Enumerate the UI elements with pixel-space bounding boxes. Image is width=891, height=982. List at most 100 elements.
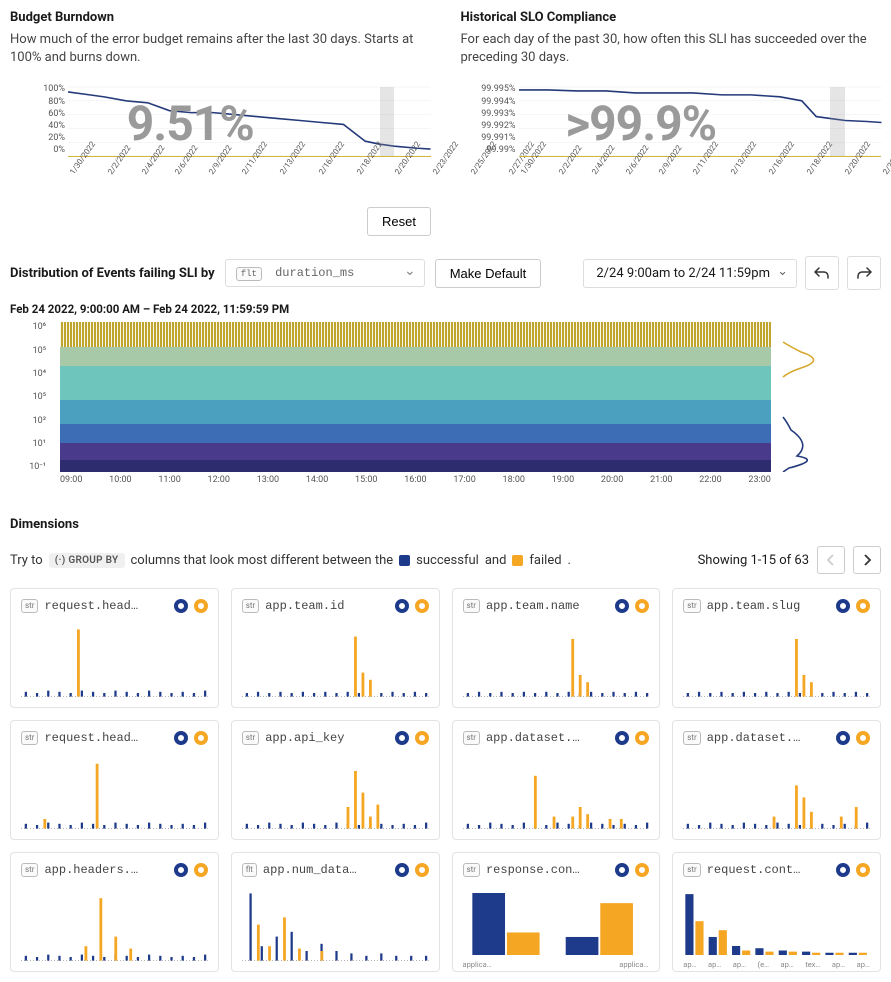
successful-ring-icon (615, 599, 629, 613)
chevron-right-icon (863, 554, 871, 566)
heatmap-xticks: 09:0010:0011:0012:0013:0014:0015:0016:00… (60, 475, 771, 485)
heatmap-band-top (60, 322, 771, 346)
dimension-card-head: strapp.headers.… (21, 863, 208, 877)
dimension-name: request.head… (44, 731, 167, 745)
compliance-title: Historical SLO Compliance (461, 10, 882, 25)
time-range-label: 2/24 9:00am to 2/24 11:59pm (596, 266, 770, 281)
type-pill: str (463, 731, 480, 745)
mini-chart (463, 893, 650, 955)
pager-next-button[interactable] (853, 546, 881, 574)
mini-chart (683, 759, 870, 831)
dimension-card[interactable]: strapp.team.name (452, 588, 661, 708)
type-pill: str (242, 731, 259, 745)
dimension-card-head: str request.cont… (683, 863, 870, 877)
mini-chart (21, 759, 208, 831)
dimension-name: app.num_data… (263, 863, 389, 877)
type-pill: str (21, 863, 38, 877)
pager-status: Showing 1-15 of 63 (698, 553, 809, 568)
reset-row: Reset (10, 207, 881, 236)
dimension-card[interactable]: strresponse.con…application/jsonapplicat… (452, 852, 661, 972)
chevron-left-icon (827, 554, 835, 566)
top-charts-row: Budget Burndown How much of the error bu… (10, 10, 881, 187)
distribution-label: Distribution of Events failing SLI by (10, 266, 215, 281)
dimension-card-head: strresponse.con… (463, 863, 650, 877)
heatmap-band (60, 424, 771, 443)
mini-chart (683, 627, 870, 699)
failed-ring-icon (194, 731, 208, 745)
compliance-xticks: 1/30/20222/2/20222/4/20222/6/20222/9/202… (519, 161, 882, 211)
type-pill: flt (242, 863, 257, 877)
dimension-name: app.team.slug (707, 599, 830, 613)
dimension-card[interactable]: str app.api_key (231, 720, 440, 840)
field-dropdown[interactable]: flt duration_ms (225, 259, 425, 287)
undo-button[interactable] (805, 256, 839, 290)
mini-chart (463, 759, 650, 831)
dimension-card-head: strapp.team.id (242, 599, 429, 613)
type-pill: str (21, 599, 38, 613)
time-range-dropdown[interactable]: 2/24 9:00am to 2/24 11:59pm (583, 259, 797, 288)
type-pill: str (683, 863, 700, 877)
successful-ring-icon (615, 863, 629, 877)
filter-row: Distribution of Events failing SLI by fl… (10, 256, 881, 290)
pager-prev-button[interactable] (817, 546, 845, 574)
dimension-card[interactable]: str request.head… (10, 588, 219, 708)
dimension-card-head: strapp.team.name (463, 599, 650, 613)
dimension-card[interactable]: str app.dataset.… (672, 720, 881, 840)
successful-ring-icon (174, 599, 188, 613)
heatmap-yticks: 10⁶10⁵10⁴10⁵10²10¹10⁻¹ (10, 322, 46, 472)
failed-ring-icon (856, 731, 870, 745)
dimension-card-head: str app.dataset.… (683, 731, 870, 745)
dimension-card[interactable]: str app.dataset.… (452, 720, 661, 840)
redo-button[interactable] (847, 256, 881, 290)
dimension-name: app.dataset.… (707, 731, 830, 745)
failed-ring-icon (856, 863, 870, 877)
burndown-xticks: 1/30/20222/2/20222/4/20222/6/20222/9/202… (68, 161, 431, 211)
dimension-card[interactable]: str request.cont… ap…ap…ap…(e…ap…tex…ap…ap… (672, 852, 881, 972)
failed-swatch (512, 555, 523, 566)
failed-ring-icon (194, 863, 208, 877)
dimension-card-grid: strrequest.head…strapp.team.idstrapp.tea… (10, 588, 881, 972)
dimension-name: app.dataset.… (486, 731, 609, 745)
type-pill: str (463, 599, 480, 613)
dimension-card-head: str app.dataset.… (463, 731, 650, 745)
heatmap-band (60, 400, 771, 424)
dimension-card[interactable]: strrequest.head… (10, 720, 219, 840)
mini-chart (21, 891, 208, 963)
heatmap-band (60, 443, 771, 460)
compliance-yticks: 99.995%99.994%99.993%99.992%99.991%99.99… (461, 85, 516, 155)
hint-text: failed (529, 553, 561, 568)
type-pill: str (683, 731, 700, 745)
redo-icon (856, 266, 872, 280)
compliance-desc: For each day of the past 30, how often t… (461, 31, 882, 67)
dimension-card-head: flt app.num_data… (242, 863, 429, 877)
dimension-name: app.api_key (265, 731, 388, 745)
reset-button[interactable]: Reset (367, 207, 431, 236)
mini-xlabels: ap…ap…ap…(e…ap…tex…ap…ap… (683, 960, 870, 969)
dimensions-hint-row: Try to (·) GROUP BY columns that look mo… (10, 546, 881, 574)
dimension-name: request.cont… (707, 863, 830, 877)
make-default-button[interactable]: Make Default (435, 259, 542, 288)
undo-icon (814, 266, 830, 280)
heatmap-band (60, 460, 771, 472)
type-pill: str (463, 863, 480, 877)
dimension-card[interactable]: strapp.team.id (231, 588, 440, 708)
successful-ring-icon (395, 599, 409, 613)
heatmap[interactable]: 10⁶10⁵10⁴10⁵10²10¹10⁻¹ 09:0010:0011:0012… (10, 322, 881, 492)
type-pill: str (683, 599, 700, 613)
burndown-desc: How much of the error budget remains aft… (10, 31, 431, 67)
successful-ring-icon (174, 731, 188, 745)
hint-text: and (485, 553, 507, 568)
heatmap-timestamp: Feb 24 2022, 9:00:00 AM – Feb 24 2022, 1… (10, 302, 881, 316)
successful-ring-icon (836, 863, 850, 877)
dimension-card[interactable]: flt app.num_data… (231, 852, 440, 972)
dimension-card[interactable]: strapp.headers.… (10, 852, 219, 972)
dimension-name: request.head… (44, 599, 167, 613)
dimension-card[interactable]: str app.team.slug (672, 588, 881, 708)
successful-ring-icon (395, 731, 409, 745)
successful-ring-icon (836, 599, 850, 613)
heatmap-side-histogram (781, 322, 881, 472)
type-pill: str (242, 599, 259, 613)
mini-chart (21, 627, 208, 699)
hint-text: Try to (10, 553, 43, 568)
group-by-chip[interactable]: (·) GROUP BY (49, 553, 125, 568)
